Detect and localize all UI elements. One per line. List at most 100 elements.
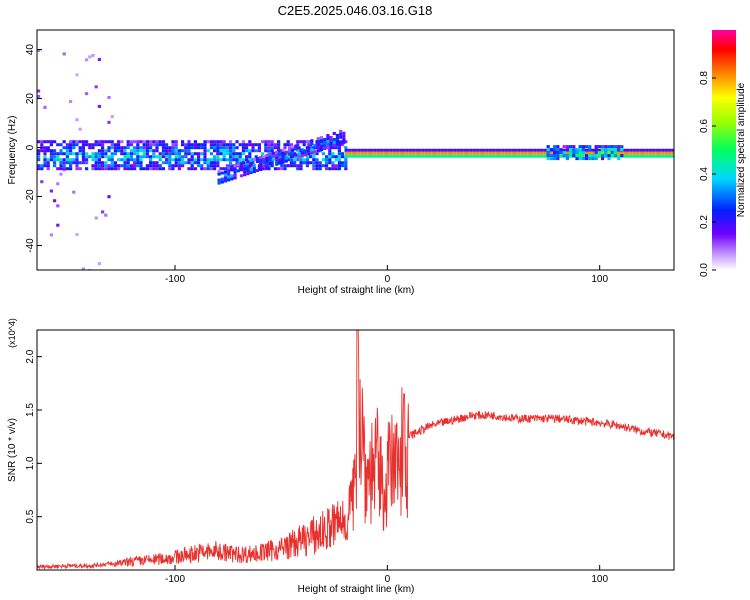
heatmap-cell	[305, 158, 309, 162]
heatmap-cell	[296, 164, 300, 168]
heatmap-cell	[575, 154, 579, 158]
heatmap-cell	[85, 161, 89, 165]
heatmap-cell	[511, 154, 515, 158]
heatmap-cell	[145, 143, 149, 147]
heatmap-cell	[243, 167, 247, 171]
heatmap-cell	[53, 140, 57, 144]
heatmap-cell	[46, 161, 50, 165]
heatmap-cell	[428, 154, 432, 158]
heatmap-cell	[248, 155, 252, 159]
heatmap-cell	[104, 155, 108, 159]
heatmap-cell	[312, 152, 316, 156]
heatmap-cell	[155, 146, 159, 150]
heatmap-cell	[236, 163, 240, 167]
heatmap-cell	[190, 164, 194, 168]
heatmap-cell	[337, 164, 341, 168]
heatmap-cell	[53, 152, 57, 156]
heatmap-cell	[360, 148, 365, 152]
heatmap-cell	[225, 146, 229, 150]
heatmap-cell	[81, 161, 85, 165]
heatmap-cell	[203, 149, 207, 153]
heatmap-cell	[270, 161, 274, 165]
heatmap-cell	[136, 155, 140, 159]
heatmap-cell	[553, 151, 557, 155]
heatmap-cell	[370, 151, 374, 155]
heatmap-cell	[337, 158, 341, 162]
heatmap-cell	[339, 135, 343, 139]
heatmap-cell	[152, 149, 156, 153]
heatmap-cell	[648, 151, 653, 155]
heatmap-cell	[412, 151, 416, 155]
heatmap-cell	[273, 146, 277, 150]
heatmap-cell	[49, 152, 53, 156]
heatmap-cell	[437, 151, 441, 155]
heatmap-cell	[217, 169, 221, 173]
heatmap-cell	[527, 148, 531, 152]
heatmap-cell	[43, 146, 47, 150]
heatmap-cell	[91, 146, 95, 150]
heatmap-cell	[97, 158, 101, 162]
heatmap-cell	[88, 155, 92, 159]
heatmap-cell	[402, 151, 406, 155]
heatmap-cell	[136, 158, 140, 162]
heatmap-cell	[315, 152, 319, 156]
heatmap-cell	[110, 143, 114, 147]
heatmap-cell	[601, 157, 605, 161]
heatmap-cell	[533, 148, 537, 152]
heatmap-cell	[594, 151, 598, 155]
heatmap-cell	[585, 157, 589, 161]
heatmap-cell	[56, 204, 60, 208]
heatmap-cell	[315, 161, 319, 165]
heatmap-cell	[241, 152, 245, 156]
heatmap-cell	[601, 145, 605, 149]
heatmap-cell	[232, 155, 236, 159]
heatmap-cell	[342, 140, 346, 144]
colorbar-tick-label: 0.4	[699, 167, 710, 181]
heatmap-cell	[232, 146, 236, 150]
heatmap-cell	[585, 145, 589, 149]
heatmap-cell	[280, 164, 284, 168]
heatmap-cell	[310, 142, 314, 146]
heatmap-cell	[129, 140, 133, 144]
heatmap-cell	[511, 148, 515, 152]
heatmap-cell	[69, 140, 73, 144]
heatmap-cell	[520, 154, 525, 158]
heatmap-cell	[46, 164, 50, 168]
heatmap-cell	[97, 155, 101, 159]
heatmap-cell	[155, 161, 159, 165]
heatmap-cell	[319, 136, 324, 140]
heatmap-cell	[123, 161, 127, 165]
heatmap-cell	[184, 149, 188, 153]
heatmap-cell	[190, 152, 194, 156]
heatmap-cell	[508, 148, 512, 152]
heatmap-cell	[69, 100, 73, 104]
heatmap-cell	[161, 167, 165, 171]
heatmap-cell	[229, 155, 233, 159]
heatmap-cell	[123, 158, 127, 162]
heatmap-cell	[230, 165, 234, 169]
heatmap-cell	[588, 151, 592, 155]
heatmap-cell	[126, 167, 130, 171]
heatmap-cell	[424, 151, 429, 155]
heatmap-cell	[482, 154, 486, 158]
heatmap-cell	[136, 140, 140, 144]
heatmap-cell	[591, 151, 595, 155]
heatmap-cell	[81, 143, 85, 147]
heatmap-cell	[37, 140, 41, 144]
heatmap-cell	[252, 158, 256, 162]
heatmap-cell	[200, 158, 204, 162]
heatmap-cell	[94, 85, 98, 89]
heatmap-cell	[607, 157, 611, 161]
heatmap-cell	[152, 152, 156, 156]
heatmap-cell	[476, 148, 480, 152]
heatmap-cell	[161, 152, 165, 156]
heatmap-cell	[171, 152, 175, 156]
heatmap-cell	[331, 167, 335, 171]
heatmap-cell	[527, 151, 531, 155]
snr-x-tick-label: 100	[591, 574, 608, 585]
heatmap-cell	[360, 154, 365, 158]
heatmap-cell	[588, 145, 592, 149]
heatmap-cell	[37, 49, 41, 53]
heatmap-cell	[97, 58, 101, 62]
heatmap-cell	[206, 158, 210, 162]
